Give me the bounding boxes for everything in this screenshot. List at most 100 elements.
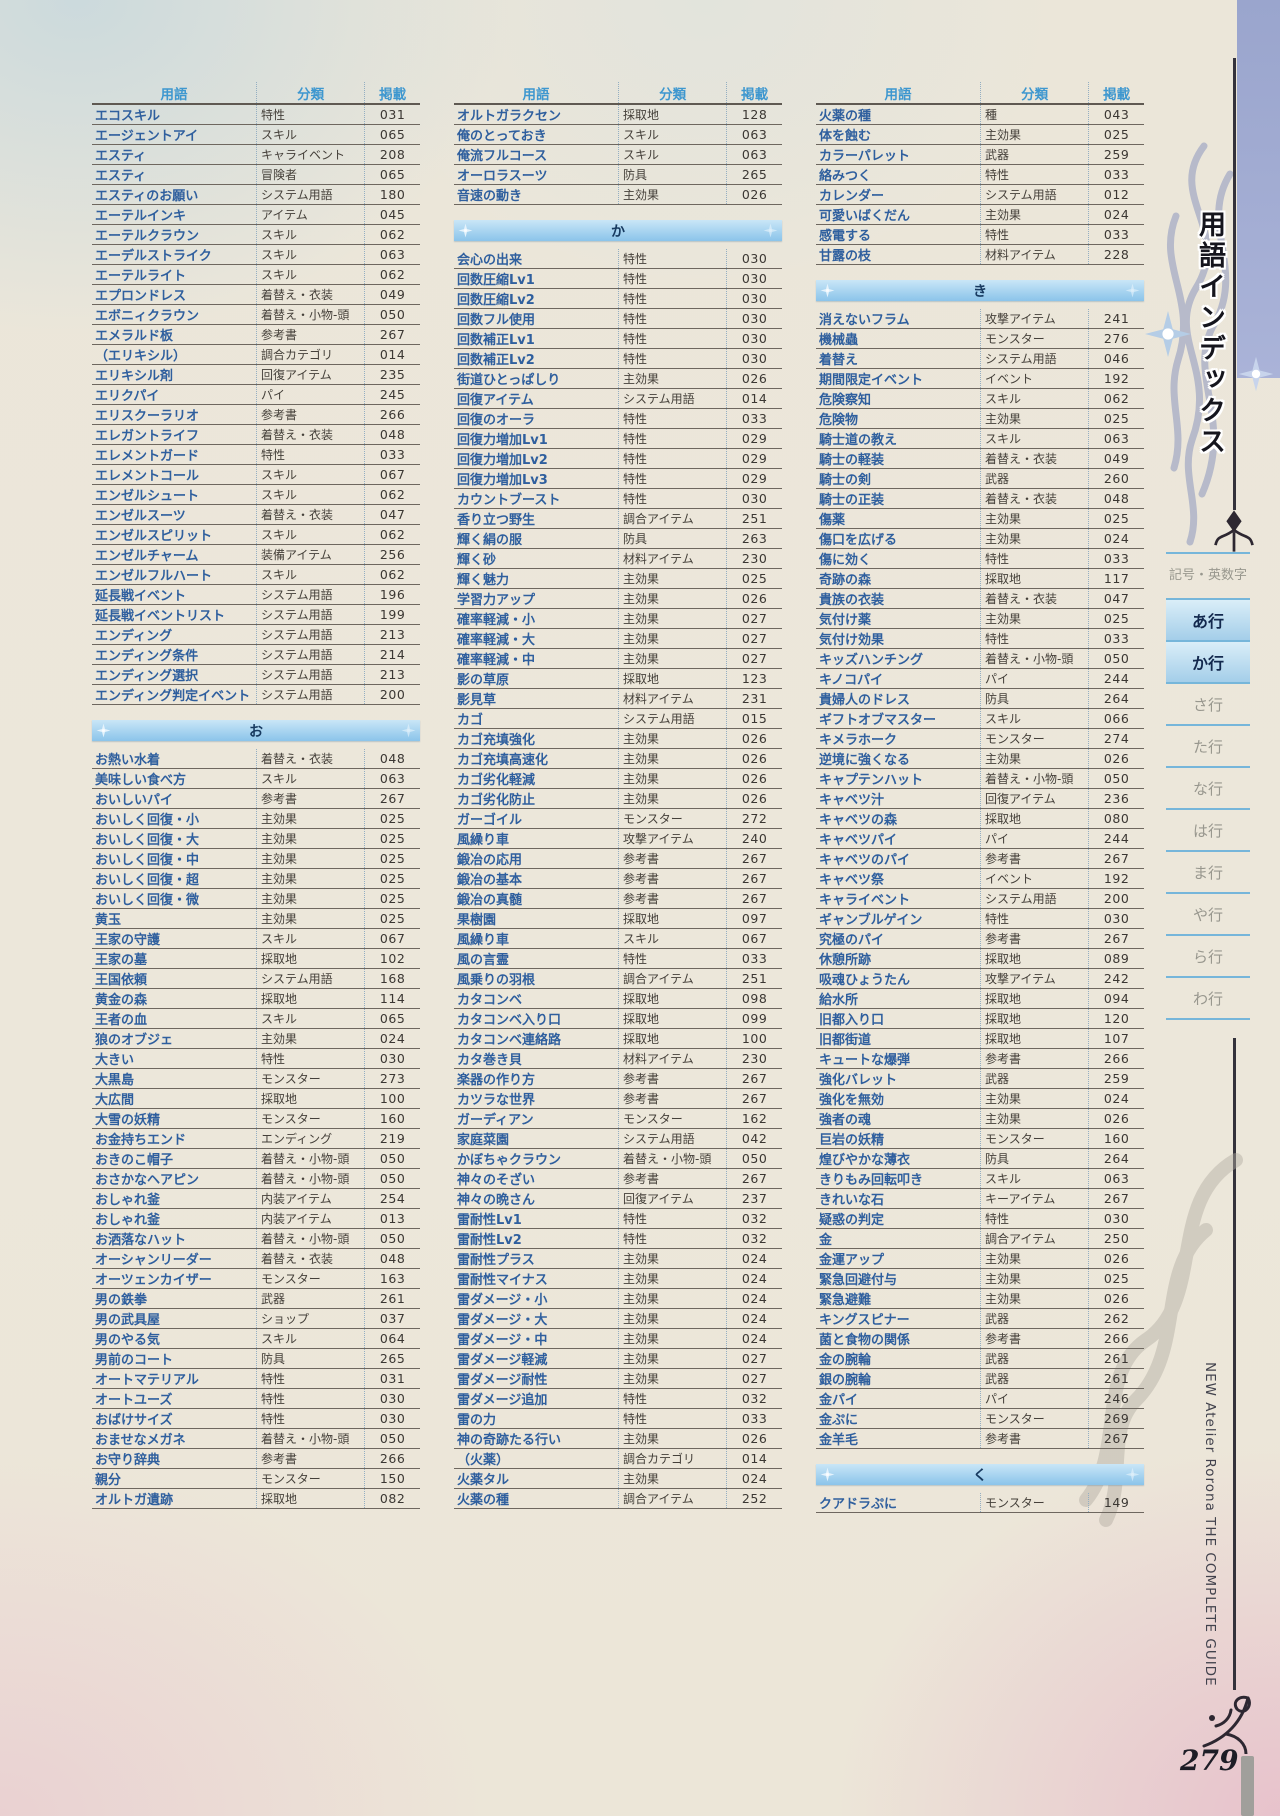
term-cell: 奇跡の森 <box>819 573 872 588</box>
category-cell: 調合カテゴリ <box>256 345 364 364</box>
page-cell: 027 <box>726 649 782 668</box>
page-cell: 214 <box>364 645 420 664</box>
term-cell: カツラな世界 <box>457 1093 536 1108</box>
term-cell: オーシャンリーダー <box>95 1253 212 1268</box>
term-cell: 確率軽減・小 <box>457 613 536 628</box>
term-cell: 美味しい食べ方 <box>95 773 187 788</box>
term-index-table: 用語 分類 掲載 エコスキル 特性 031 エージェントアイ スキル 065 エスティ キャライベン… <box>92 82 1144 1513</box>
category-cell: 特性 <box>618 249 726 268</box>
page-cell: 024 <box>726 1269 782 1288</box>
term-cell: 輝く絹の服 <box>457 533 523 548</box>
category-cell: 特性 <box>618 289 726 308</box>
term-cell: 大きい <box>95 1053 135 1068</box>
term-cell: ガーゴイル <box>457 813 523 828</box>
term-cell: 着替え <box>819 353 859 368</box>
category-cell: スキル <box>256 465 364 484</box>
page-cell: 199 <box>364 605 420 624</box>
term-cell: お守り辞典 <box>95 1453 161 1468</box>
category-cell: 特性 <box>618 449 726 468</box>
term-cell: 男の鉄拳 <box>95 1293 148 1308</box>
index-row: エスティ キャライベント 208 <box>92 145 420 165</box>
page-cell: 024 <box>1088 205 1144 224</box>
term-cell: 黄金の森 <box>95 993 148 1008</box>
category-cell: 参考書 <box>256 405 364 424</box>
index-row: 回復アイテム システム用語 014 <box>454 389 782 409</box>
page-cell: 208 <box>364 145 420 164</box>
index-row: 逆境に強くなる 主効果 026 <box>816 749 1144 769</box>
section-label: か <box>611 223 625 240</box>
term-cell: 旧都街道 <box>819 1033 872 1048</box>
term-cell: 雷耐性Lv1 <box>457 1213 522 1228</box>
section-header: お <box>92 720 420 741</box>
category-cell: システム用語 <box>618 389 726 408</box>
term-cell: 疑惑の判定 <box>819 1213 885 1228</box>
page-cell: 273 <box>364 1069 420 1088</box>
category-cell: 主効果 <box>618 729 726 748</box>
page-cell: 097 <box>726 909 782 928</box>
page-cell: 027 <box>726 1349 782 1368</box>
term-cell: 輝く砂 <box>457 553 497 568</box>
tab-label: な行 <box>1192 779 1223 798</box>
category-cell: モンスター <box>618 809 726 828</box>
category-cell: スキル <box>256 265 364 284</box>
page-cell: 032 <box>726 1389 782 1408</box>
category-cell: 主効果 <box>618 185 726 204</box>
term-cell: 回復のオーラ <box>457 413 536 428</box>
column-header-page: 掲載 <box>1088 82 1144 103</box>
term-cell: きれいな石 <box>819 1193 885 1208</box>
term-cell: かぼちゃクラウン <box>457 1153 562 1168</box>
category-cell: 着替え・小物-頭 <box>980 649 1088 668</box>
index-row: ギャンブルゲイン 特性 030 <box>816 909 1144 929</box>
term-cell: 消えないフラム <box>819 313 910 328</box>
page-cell: 014 <box>364 345 420 364</box>
category-cell: スキル <box>980 389 1088 408</box>
category-cell: 主効果 <box>618 1469 726 1488</box>
page-title: 用語インデックス <box>1194 210 1225 458</box>
index-row: 親分 モンスター 150 <box>92 1469 420 1489</box>
category-cell: 主効果 <box>980 1109 1088 1128</box>
category-cell: 採取地 <box>618 669 726 688</box>
page-cell: 066 <box>1088 709 1144 728</box>
page-cell: 043 <box>1088 105 1144 124</box>
index-row: キッズハンチング 着替え・小物-頭 050 <box>816 649 1144 669</box>
category-cell: システム用語 <box>256 969 364 988</box>
category-cell: 特性 <box>980 909 1088 928</box>
category-cell: システム用語 <box>980 185 1088 204</box>
index-row: カゴ システム用語 015 <box>454 709 782 729</box>
page-cell: 276 <box>1088 329 1144 348</box>
sidebar-divider-line <box>1233 58 1236 510</box>
index-row: 絡みつく 特性 033 <box>816 165 1144 185</box>
page-cell: 048 <box>364 1249 420 1268</box>
category-cell: 採取地 <box>256 1489 364 1508</box>
index-row: 神々の晩さん 回復アイテム 237 <box>454 1189 782 1209</box>
index-row: お洒落なハット 着替え・小物-頭 050 <box>92 1229 420 1249</box>
tab-label: わ行 <box>1192 989 1223 1008</box>
category-cell: 主効果 <box>256 889 364 908</box>
index-row: 鍛冶の応用 参考書 267 <box>454 849 782 869</box>
tab-ma-row: ま行 <box>1166 852 1250 894</box>
index-row: 回復のオーラ 特性 033 <box>454 409 782 429</box>
term-cell: キャライベント <box>819 893 911 908</box>
term-cell: カタコンベ連絡路 <box>457 1033 562 1048</box>
page-cell: 026 <box>726 369 782 388</box>
page-cell: 048 <box>364 425 420 444</box>
term-cell: 騎士の軽装 <box>819 453 885 468</box>
index-row: 金パイ パイ 246 <box>816 1389 1144 1409</box>
term-cell: 騎士の剣 <box>819 473 872 488</box>
category-cell: スキル <box>256 1009 364 1028</box>
page-cell: 196 <box>364 585 420 604</box>
index-row: 旧都街道 採取地 107 <box>816 1029 1144 1049</box>
page-cell: 089 <box>1088 949 1144 968</box>
column-header-category: 分類 <box>256 82 364 103</box>
page-cell: 030 <box>726 349 782 368</box>
page-cell: 230 <box>726 549 782 568</box>
category-cell: システム用語 <box>980 349 1088 368</box>
page-cell: 200 <box>364 685 420 704</box>
page-cell: 263 <box>726 529 782 548</box>
index-row: エーデルストライク スキル 063 <box>92 245 420 265</box>
category-cell: 着替え・衣装 <box>980 589 1088 608</box>
index-row: キングスピナー 武器 262 <box>816 1309 1144 1329</box>
index-row: エンゼルチャーム 装備アイテム 256 <box>92 545 420 565</box>
category-cell: 参考書 <box>618 1069 726 1088</box>
tab-label: ま行 <box>1192 863 1223 882</box>
